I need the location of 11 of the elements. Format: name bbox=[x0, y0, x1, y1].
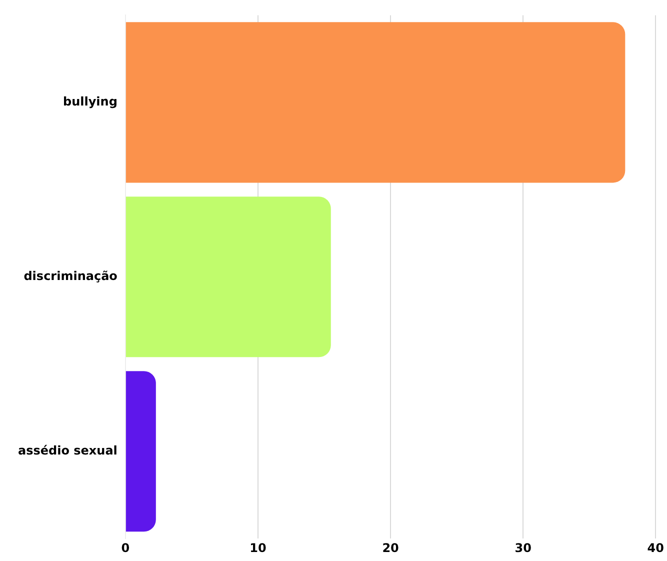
y-tick-label: discriminação bbox=[24, 269, 118, 284]
x-tick-label: 40 bbox=[647, 540, 664, 555]
x-tick-label: 30 bbox=[514, 540, 532, 555]
x-tick-label: 20 bbox=[382, 540, 399, 555]
bar bbox=[126, 196, 331, 358]
y-tick-label: assédio sexual bbox=[18, 443, 118, 458]
x-tick-label: 0 bbox=[121, 540, 130, 555]
bar bbox=[126, 371, 156, 532]
y-tick-label: bullying bbox=[62, 94, 118, 109]
bar bbox=[126, 22, 626, 183]
x-tick-label: 10 bbox=[250, 540, 266, 555]
